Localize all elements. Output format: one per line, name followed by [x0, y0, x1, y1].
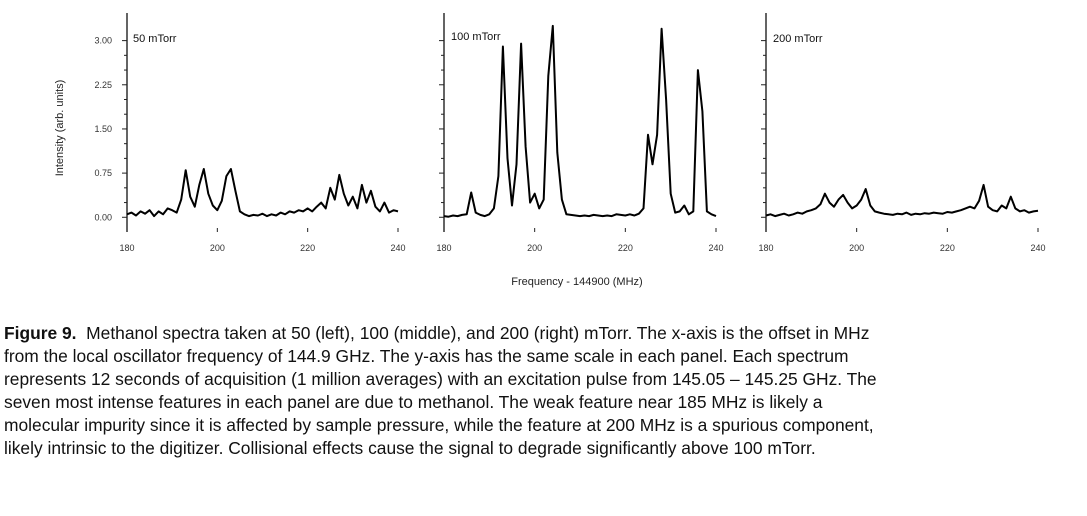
caption-line-1: Methanol spectra taken at 50 (left), 100… — [86, 323, 870, 343]
x-tick-label: 240 — [708, 243, 723, 253]
caption-title: Figure 9. — [4, 323, 77, 343]
y-tick-label: 2.25 — [94, 80, 112, 90]
spectrum-line — [765, 183, 1039, 218]
x-axis-title: Frequency - 144900 (MHz) — [511, 276, 642, 288]
x-tick-label: 200 — [527, 243, 542, 253]
x-tick-label: 220 — [618, 243, 633, 253]
figure-caption: Figure 9. Methanol spectra taken at 50 (… — [4, 322, 1084, 460]
y-tick-label: 3.00 — [94, 36, 112, 46]
x-tick-label: 180 — [436, 243, 451, 253]
panel-200-mtorr: 200 mTorr 180 200 220 240 — [758, 13, 1046, 253]
y-axis-title: Intensity (arb. units) — [54, 80, 66, 177]
spectra-figure: Intensity (arb. units) 0.00 0.75 1.50 2.25 3… — [54, 13, 1046, 288]
panel-100-mtorr: 100 mTorr 180 200 220 240 — [436, 13, 724, 253]
y-tick-label: 0.00 — [94, 212, 112, 222]
caption-line-5: molecular impurity since it is affected … — [4, 415, 874, 435]
x-tick-label: 240 — [390, 243, 405, 253]
x-tick-label: 220 — [940, 243, 955, 253]
y-tick-label: 0.75 — [94, 168, 112, 178]
x-tick-label: 180 — [758, 243, 773, 253]
x-tick-label: 200 — [849, 243, 864, 253]
caption-line-3: represents 12 seconds of acquisition (1 … — [4, 369, 877, 389]
y-tick-label: 1.50 — [94, 124, 112, 134]
y-tick-labels: 0.00 0.75 1.50 2.25 3.00 — [94, 36, 112, 223]
caption-line-2: from the local oscillator frequency of 1… — [4, 346, 849, 366]
spectrum-line — [443, 24, 717, 218]
panel-50-mtorr: 50 mTorr 180 200 220 240 — [119, 13, 406, 253]
caption-line-6: likely intrinsic to the digitizer. Colli… — [4, 438, 816, 458]
panel-label: 100 mTorr — [451, 31, 501, 43]
x-tick-label: 180 — [119, 243, 134, 253]
x-tick-label: 200 — [210, 243, 225, 253]
caption-line-4: seven most intense features in each pane… — [4, 392, 823, 412]
panel-label: 50 mTorr — [133, 33, 177, 45]
x-tick-label: 220 — [300, 243, 315, 253]
panel-label: 200 mTorr — [773, 33, 823, 45]
x-tick-label: 240 — [1030, 243, 1045, 253]
spectrum-line — [126, 168, 399, 218]
